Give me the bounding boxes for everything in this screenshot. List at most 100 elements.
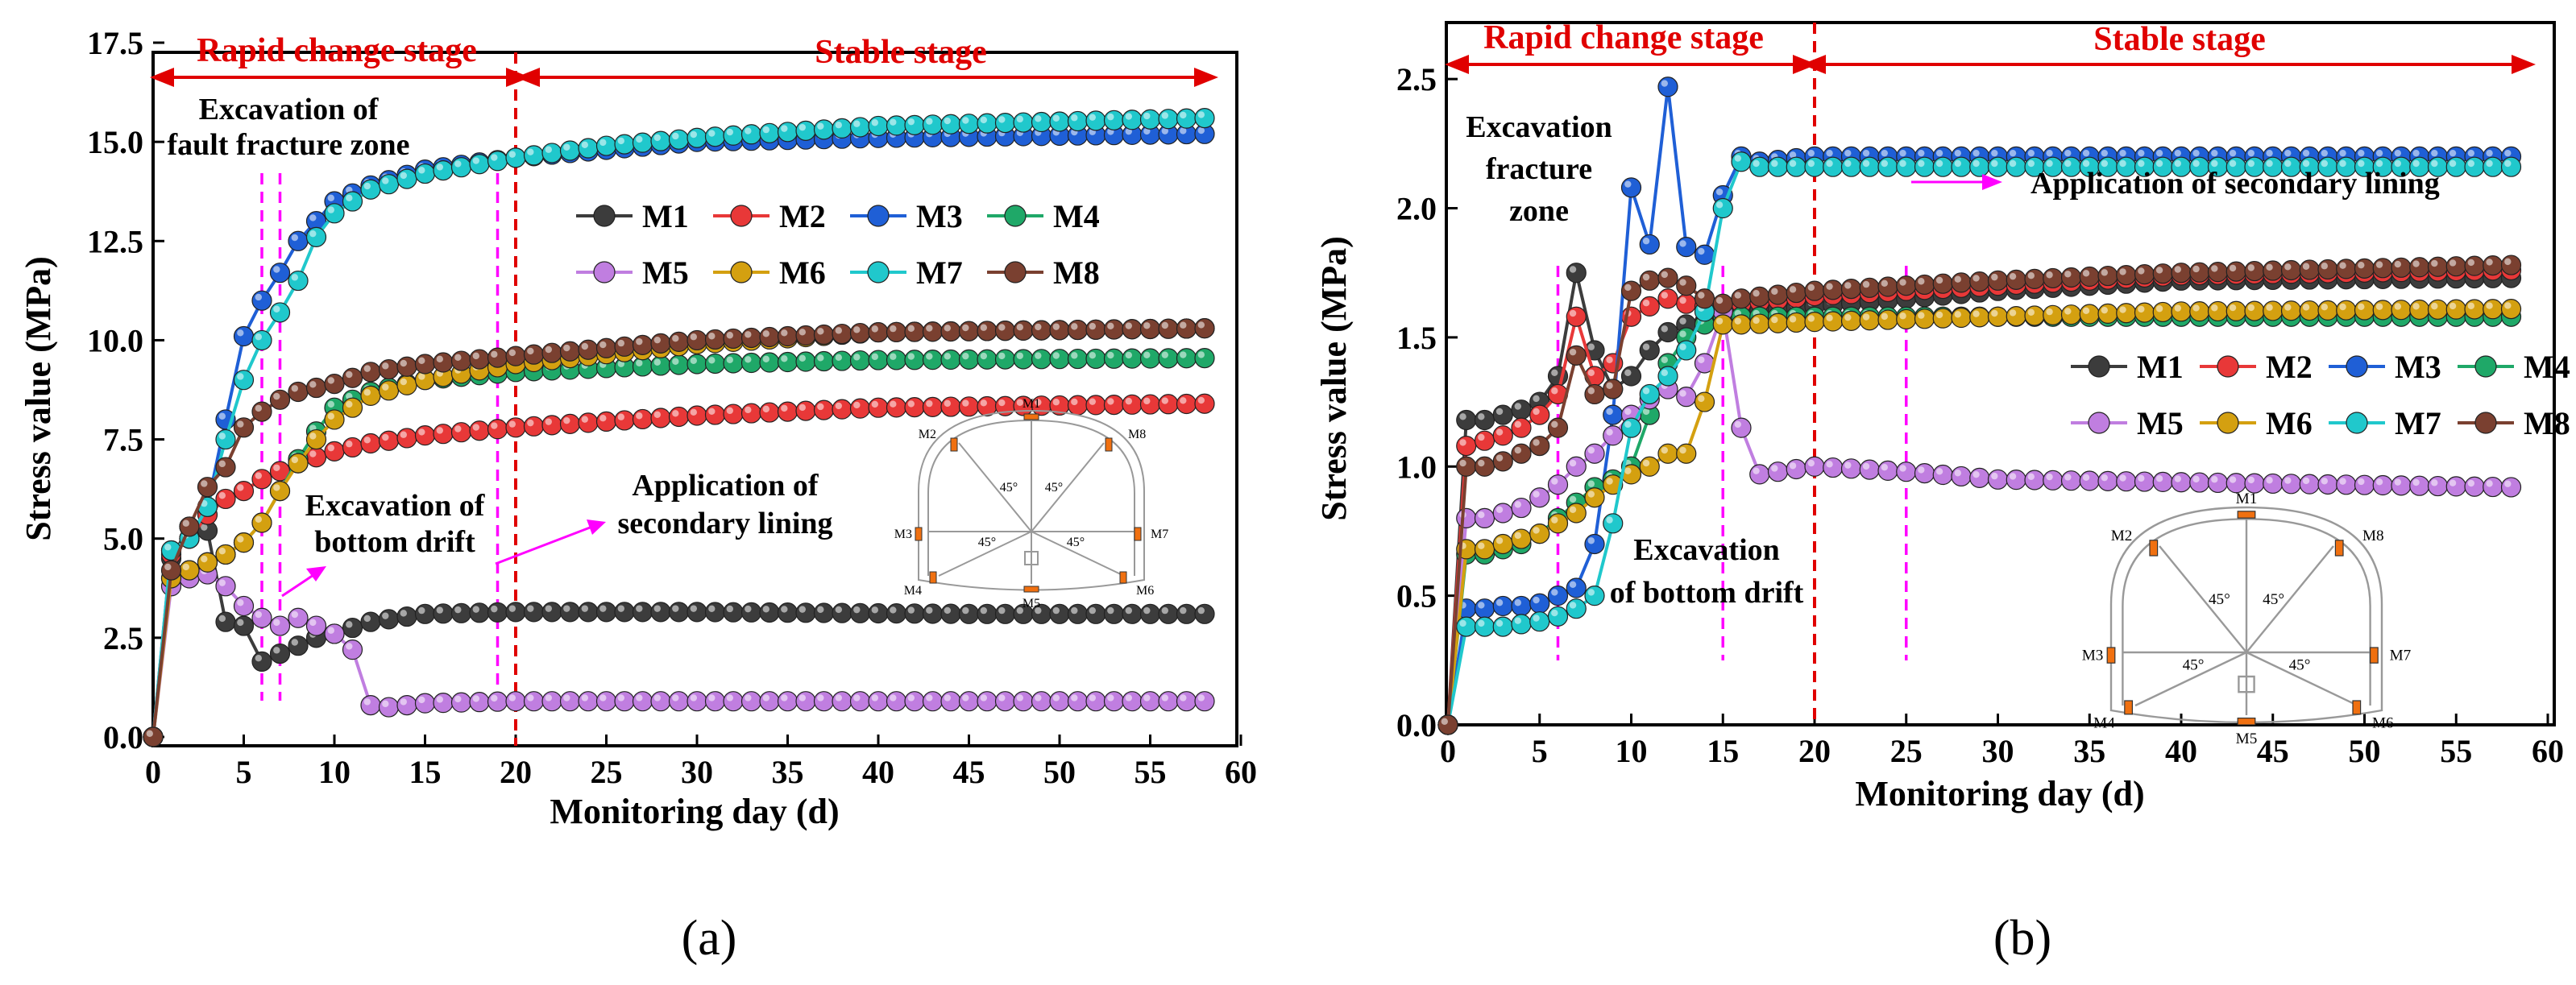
legend-marker xyxy=(2474,355,2497,378)
data-point-highlight xyxy=(853,606,861,614)
data-point-highlight xyxy=(980,324,988,331)
data-point-highlight xyxy=(255,293,262,301)
stable-stage-arrowhead-right-a xyxy=(1194,68,1218,87)
data-point xyxy=(740,691,762,712)
data-point xyxy=(342,191,363,212)
data-point xyxy=(1103,348,1125,369)
stable-stage-arrowhead-left-a xyxy=(516,68,540,87)
data-point xyxy=(904,691,925,712)
data-point xyxy=(595,411,617,432)
data-point-highlight xyxy=(508,349,516,357)
data-point-highlight xyxy=(799,123,806,131)
data-point xyxy=(2336,259,2357,279)
data-point xyxy=(868,350,889,370)
x-ticks-a: 0 5 10 15 20 25 30 35 40 45 50 55 60 xyxy=(145,735,1257,790)
data-point-highlight xyxy=(1016,399,1024,406)
data-point-highlight xyxy=(962,324,969,332)
data-point-highlight xyxy=(980,399,988,407)
data-point-highlight xyxy=(2101,269,2108,276)
data-point-highlight xyxy=(2101,306,2108,314)
data-point xyxy=(2317,259,2338,280)
data-point xyxy=(1139,109,1161,130)
data-point xyxy=(2043,470,2064,490)
data-point xyxy=(2006,470,2026,490)
data-point xyxy=(2299,474,2320,495)
data-point-highlight xyxy=(2009,309,2017,317)
data-point xyxy=(1474,598,1495,619)
data-point-highlight xyxy=(1972,159,1980,168)
data-point-highlight xyxy=(2027,473,2035,480)
data-point-highlight xyxy=(363,388,371,396)
section-center-box xyxy=(1024,551,1039,565)
data-point-highlight xyxy=(1753,467,1760,474)
data-point-highlight xyxy=(1569,581,1577,589)
data-point xyxy=(777,351,799,373)
data-point-highlight xyxy=(1016,323,1024,331)
data-point-highlight xyxy=(1052,114,1060,122)
x-tick-label: 0 xyxy=(145,754,161,790)
data-point-highlight xyxy=(1734,155,1741,162)
data-point-highlight xyxy=(1197,321,1205,329)
section-label: M6 xyxy=(1136,584,1154,598)
data-point xyxy=(922,396,944,417)
data-point xyxy=(2189,472,2210,493)
data-point-highlight xyxy=(1661,356,1668,363)
data-point-highlight xyxy=(508,420,516,428)
data-point xyxy=(977,603,998,624)
data-point xyxy=(269,481,291,502)
x-tick-label: 25 xyxy=(1890,733,1923,769)
data-point xyxy=(1492,425,1513,446)
data-point xyxy=(687,602,707,623)
data-point-highlight xyxy=(1679,240,1686,247)
data-point-highlight xyxy=(418,696,425,704)
data-point xyxy=(832,691,852,712)
data-point-highlight xyxy=(491,694,498,702)
data-point-highlight xyxy=(218,460,226,468)
data-point xyxy=(450,157,472,178)
data-point-highlight xyxy=(617,137,624,145)
data-point-highlight xyxy=(1551,369,1558,376)
data-point-highlight xyxy=(2504,159,2512,168)
data-point xyxy=(523,416,545,437)
data-point xyxy=(2006,156,2026,177)
data-point-highlight xyxy=(1954,275,1961,283)
data-point xyxy=(994,113,1016,134)
data-point-highlight xyxy=(2027,149,2035,157)
data-point-highlight xyxy=(2064,159,2072,168)
data-point-highlight xyxy=(1715,201,1724,209)
legend-label: M8 xyxy=(2524,405,2570,441)
data-point-highlight xyxy=(346,194,353,202)
data-point xyxy=(215,488,236,510)
data-point-highlight xyxy=(2449,149,2457,157)
data-point-highlight xyxy=(1035,352,1042,359)
data-point-highlight xyxy=(2101,159,2108,168)
data-point xyxy=(849,602,871,623)
data-point-highlight xyxy=(2431,259,2438,267)
legend-marker xyxy=(867,205,890,227)
data-point-highlight xyxy=(781,329,788,337)
data-point-highlight xyxy=(708,408,716,416)
data-point-highlight xyxy=(2486,480,2493,487)
data-point xyxy=(759,402,780,423)
data-point-highlight xyxy=(2486,302,2493,309)
data-point-highlight xyxy=(2009,159,2017,168)
data-point xyxy=(1657,366,1678,387)
data-point-highlight xyxy=(2247,264,2255,271)
data-point-highlight xyxy=(255,515,262,524)
data-point-highlight xyxy=(1569,459,1577,467)
data-point xyxy=(614,602,635,623)
gauge-m1 xyxy=(1023,413,1039,420)
data-point-highlight xyxy=(2394,478,2401,486)
data-point-highlight xyxy=(1679,317,1686,325)
data-point-highlight xyxy=(853,401,861,409)
data-point-highlight xyxy=(2375,261,2383,268)
data-point-highlight xyxy=(762,606,769,613)
data-point-highlight xyxy=(1642,238,1650,245)
data-point xyxy=(614,336,635,357)
data-point xyxy=(1987,306,2009,327)
data-point xyxy=(723,125,744,146)
data-point xyxy=(940,603,961,624)
data-point-highlight xyxy=(218,579,226,586)
data-point-highlight xyxy=(508,151,516,158)
data-point xyxy=(1620,280,1642,301)
